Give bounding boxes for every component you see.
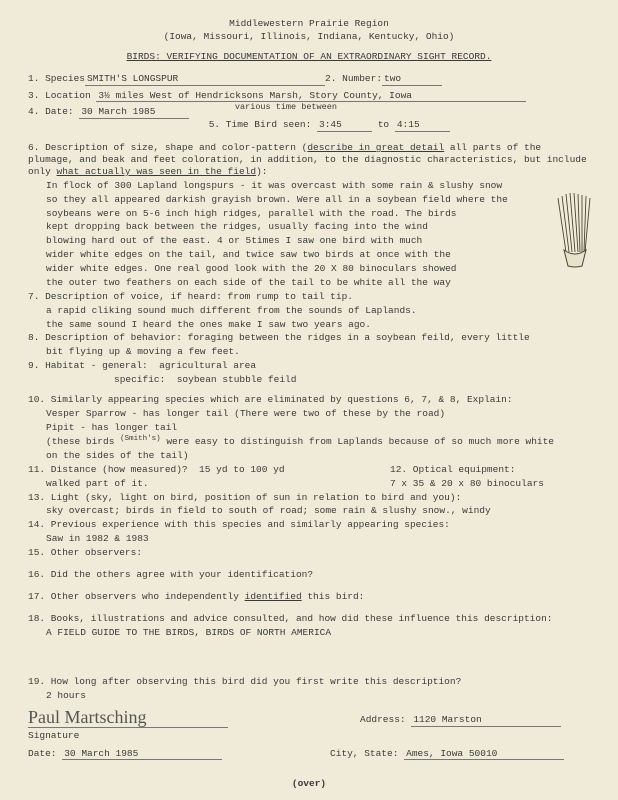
q9-label2: specific: [114,374,165,385]
q10-l3c: were easy to distinguish from Laplands b… [166,436,554,447]
q13-val: sky overcast; birds in field to south of… [28,505,590,517]
row-distance-optical-2: walked part of it. 7 x 35 & 20 x 80 bino… [28,478,590,490]
q9-val1: agricultural area [159,360,256,371]
q6-l4: kept dropping back between the ridges, u… [46,221,590,233]
q8-l2: bit flying up & moving a few feet. [28,346,590,358]
q11-sub: walked part of it. [28,478,390,490]
date-city-row: Date: 30 March 1985 City, State: Ames, I… [28,748,590,761]
q2-value: two [382,73,442,86]
q10-l3b: (Smith's) [120,435,161,443]
q17-ul: identified [245,591,302,602]
addr-value: 1120 Marston [411,714,561,727]
q5-label: 5. Time Bird seen: [209,119,312,130]
q10-l4: on the sides of the tail) [46,450,590,462]
q8-label: 8. Description of behavior: [28,332,182,343]
q6-prompt: 6. Description of size, shape and color-… [28,142,590,178]
q7-body: a rapid cliking sound much different fro… [28,305,590,331]
q7-l1: a rapid cliking sound much different fro… [46,305,590,317]
q6-body: In flock of 300 Lapland longspurs - it w… [28,180,590,289]
q7-row: 7. Description of voice, if heard: from … [28,291,590,303]
q17-label: 17. Other observers who independently [28,591,245,602]
row-distance-optical: 11. Distance (how measured)? 15 yd to 10… [28,464,590,476]
q12-val: 7 x 35 & 20 x 80 binoculars [390,478,590,490]
q5-from: 3:45 [317,119,372,132]
q6-l2: so they all appeared darkish grayish bro… [46,194,590,206]
q6-l9: from rump to tail tip. [228,291,353,302]
date-label: Date: [28,748,57,759]
signature-rule [28,727,228,728]
q6-l8: the outer two feathers on each side of t… [46,277,590,289]
q4-label: 4. Date: [28,106,74,117]
signature-label: Signature [28,730,590,742]
over-label: (over) [28,778,590,790]
q17-end: this bird: [302,591,365,602]
q13-label: 13. Light (sky, light on bird, position … [28,492,590,504]
q14-val: Saw in 1982 & 1983 [28,533,590,545]
addr-label: Address: [360,714,406,725]
header-states: (Iowa, Missouri, Illinois, Indiana, Kent… [28,31,590,43]
q1-value: SMITH'S LONGSPUR [85,73,325,86]
q18-label: 18. Books, illustrations and advice cons… [28,613,590,625]
q5-to-label: to [378,119,389,130]
q6-l3: soybeans were on 5-6 inch high ridges, p… [46,208,590,220]
q16-label: 16. Did the others agree with your ident… [28,569,590,581]
row-location: 3. Location 3½ miles West of Hendrickson… [28,90,590,103]
q10-body: Vesper Sparrow - has longer tail (There … [28,408,590,462]
signature-script: Paul Martsching [28,706,147,729]
q19-label: 19. How long after observing this bird d… [28,676,590,688]
q1-label: 1. Species [28,73,85,86]
q10-label: 10. Similarly appearing species which ar… [28,394,590,406]
q7-l2: the same sound I heard the ones make I s… [46,319,590,331]
q4-value: 30 March 1985 [79,106,189,119]
q6-label-a: 6. Description of size, shape and color-… [28,142,307,153]
q15-label: 15. Other observers: [28,547,590,559]
q9-row2: specific: soybean stubble feild [28,374,590,386]
date-value: 30 March 1985 [62,748,222,761]
q3-label: 3. Location [28,90,91,101]
q2-label: 2. Number: [325,73,382,86]
q5-pretext: various time between [235,102,337,112]
q8-row: 8. Description of behavior: foraging bet… [28,332,590,344]
q3-value: 3½ miles West of Hendricksons Marsh, Sto… [96,90,526,103]
q18-val: A FIELD GUIDE TO THE BIRDS, BIRDS OF NOR… [28,627,590,639]
form-title: BIRDS: VERIFYING DOCUMENTATION OF AN EXT… [28,51,590,63]
q10-l1: Vesper Sparrow - has longer tail (There … [46,408,590,420]
q11-label: 11. Distance (how measured)? [28,464,188,475]
q9-val2: soybean stubble feild [177,374,297,385]
q5-to: 4:15 [395,119,450,132]
q19-val: 2 hours [28,690,590,702]
q6-end: ): [256,166,267,177]
header-region: Middlewestern Prairie Region [28,18,590,30]
row-species-number: 1. Species SMITH'S LONGSPUR 2. Number: t… [28,73,590,86]
q10-l3a: (these birds [46,436,114,447]
row-date-time: 4. Date: 30 March 1985 various time betw… [28,106,590,132]
q8-l1: foraging between the ridges in a soybean… [188,332,530,343]
q11-val: 15 yd to 100 yd [199,464,285,475]
q6-l6: wider white edges on the tail, and twice… [46,249,590,261]
signature-row: Paul Martsching Address: 1120 Marston [28,704,590,727]
q6-l7: wider white edges. One real good look wi… [46,263,590,275]
q6-uline1: describe in great detail [307,142,444,153]
city-value: Ames, Iowa 50010 [404,748,564,761]
q14-label: 14. Previous experience with this specie… [28,519,590,531]
city-label: City, State: [330,748,398,759]
q7-label: 7. Description of voice, if heard: [28,291,222,302]
q6-uline2: what actually was seen in the field [57,166,257,177]
q17-row: 17. Other observers who independently id… [28,591,590,603]
q9-label1: 9. Habitat - general: [28,360,148,371]
q6-l1: In flock of 300 Lapland longspurs - it w… [46,180,590,192]
q9-row1: 9. Habitat - general: agricultural area [28,360,590,372]
q12-label: 12. Optical equipment: [390,464,515,475]
q10-l2: Pipit - has longer tail [46,422,590,434]
q10-l3: (these birds (Smith's) were easy to dist… [46,436,590,448]
q6-l5: blowing hard out of the east. 4 or 5time… [46,235,590,247]
